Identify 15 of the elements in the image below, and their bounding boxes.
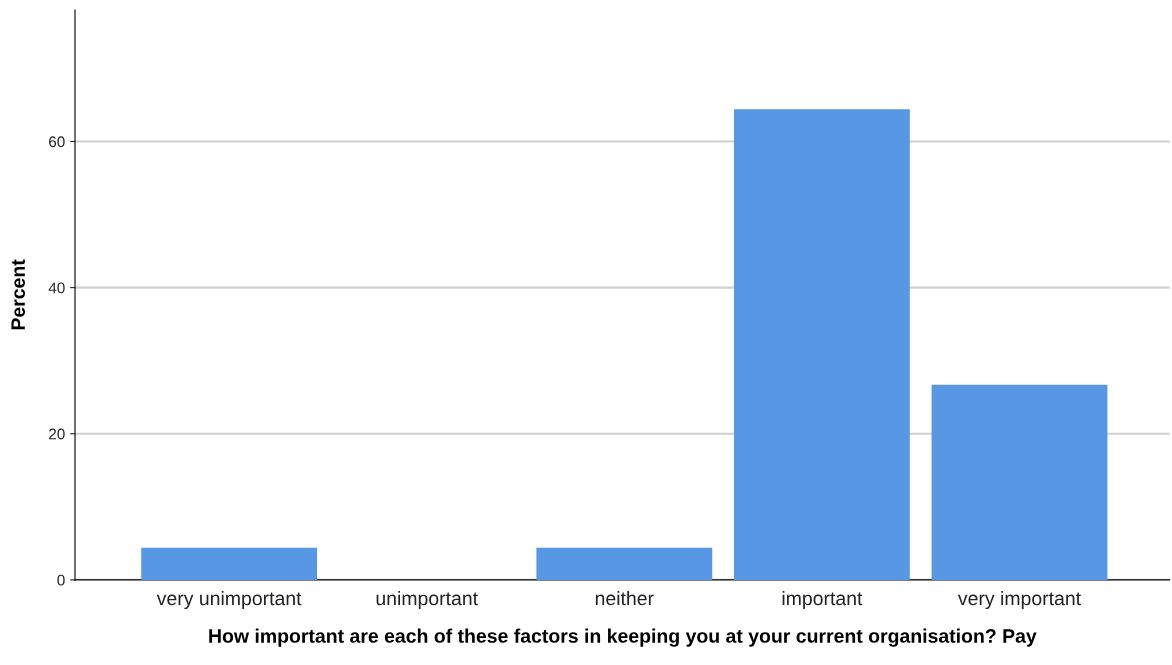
bar [733,109,910,580]
bar [141,547,318,580]
x-axis-title: How important are each of these factors in keeping you at your current organisation? Pay [209,628,1037,647]
bar [536,547,713,580]
bar [931,384,1108,580]
y-tick-label: 20 [49,428,65,440]
x-tick-label: very unimportant [156,590,302,610]
y-axis-title: Percent [11,259,26,330]
y-tick-label: 0 [57,574,65,586]
y-tick-label: 60 [49,136,65,148]
x-tick-label: very important [957,590,1081,610]
x-tick-label: important [782,590,863,610]
y-tick-label: 40 [48,282,65,294]
x-tick-label: neither [595,590,654,606]
x-tick-label: unimportant [376,590,478,610]
